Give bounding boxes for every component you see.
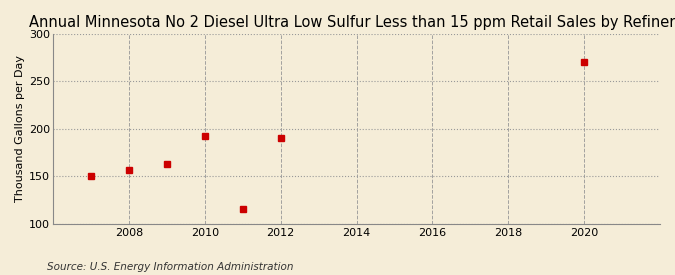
Y-axis label: Thousand Gallons per Day: Thousand Gallons per Day [15,55,25,202]
Title: Annual Minnesota No 2 Diesel Ultra Low Sulfur Less than 15 ppm Retail Sales by R: Annual Minnesota No 2 Diesel Ultra Low S… [30,15,675,30]
Text: Source: U.S. Energy Information Administration: Source: U.S. Energy Information Administ… [47,262,294,272]
